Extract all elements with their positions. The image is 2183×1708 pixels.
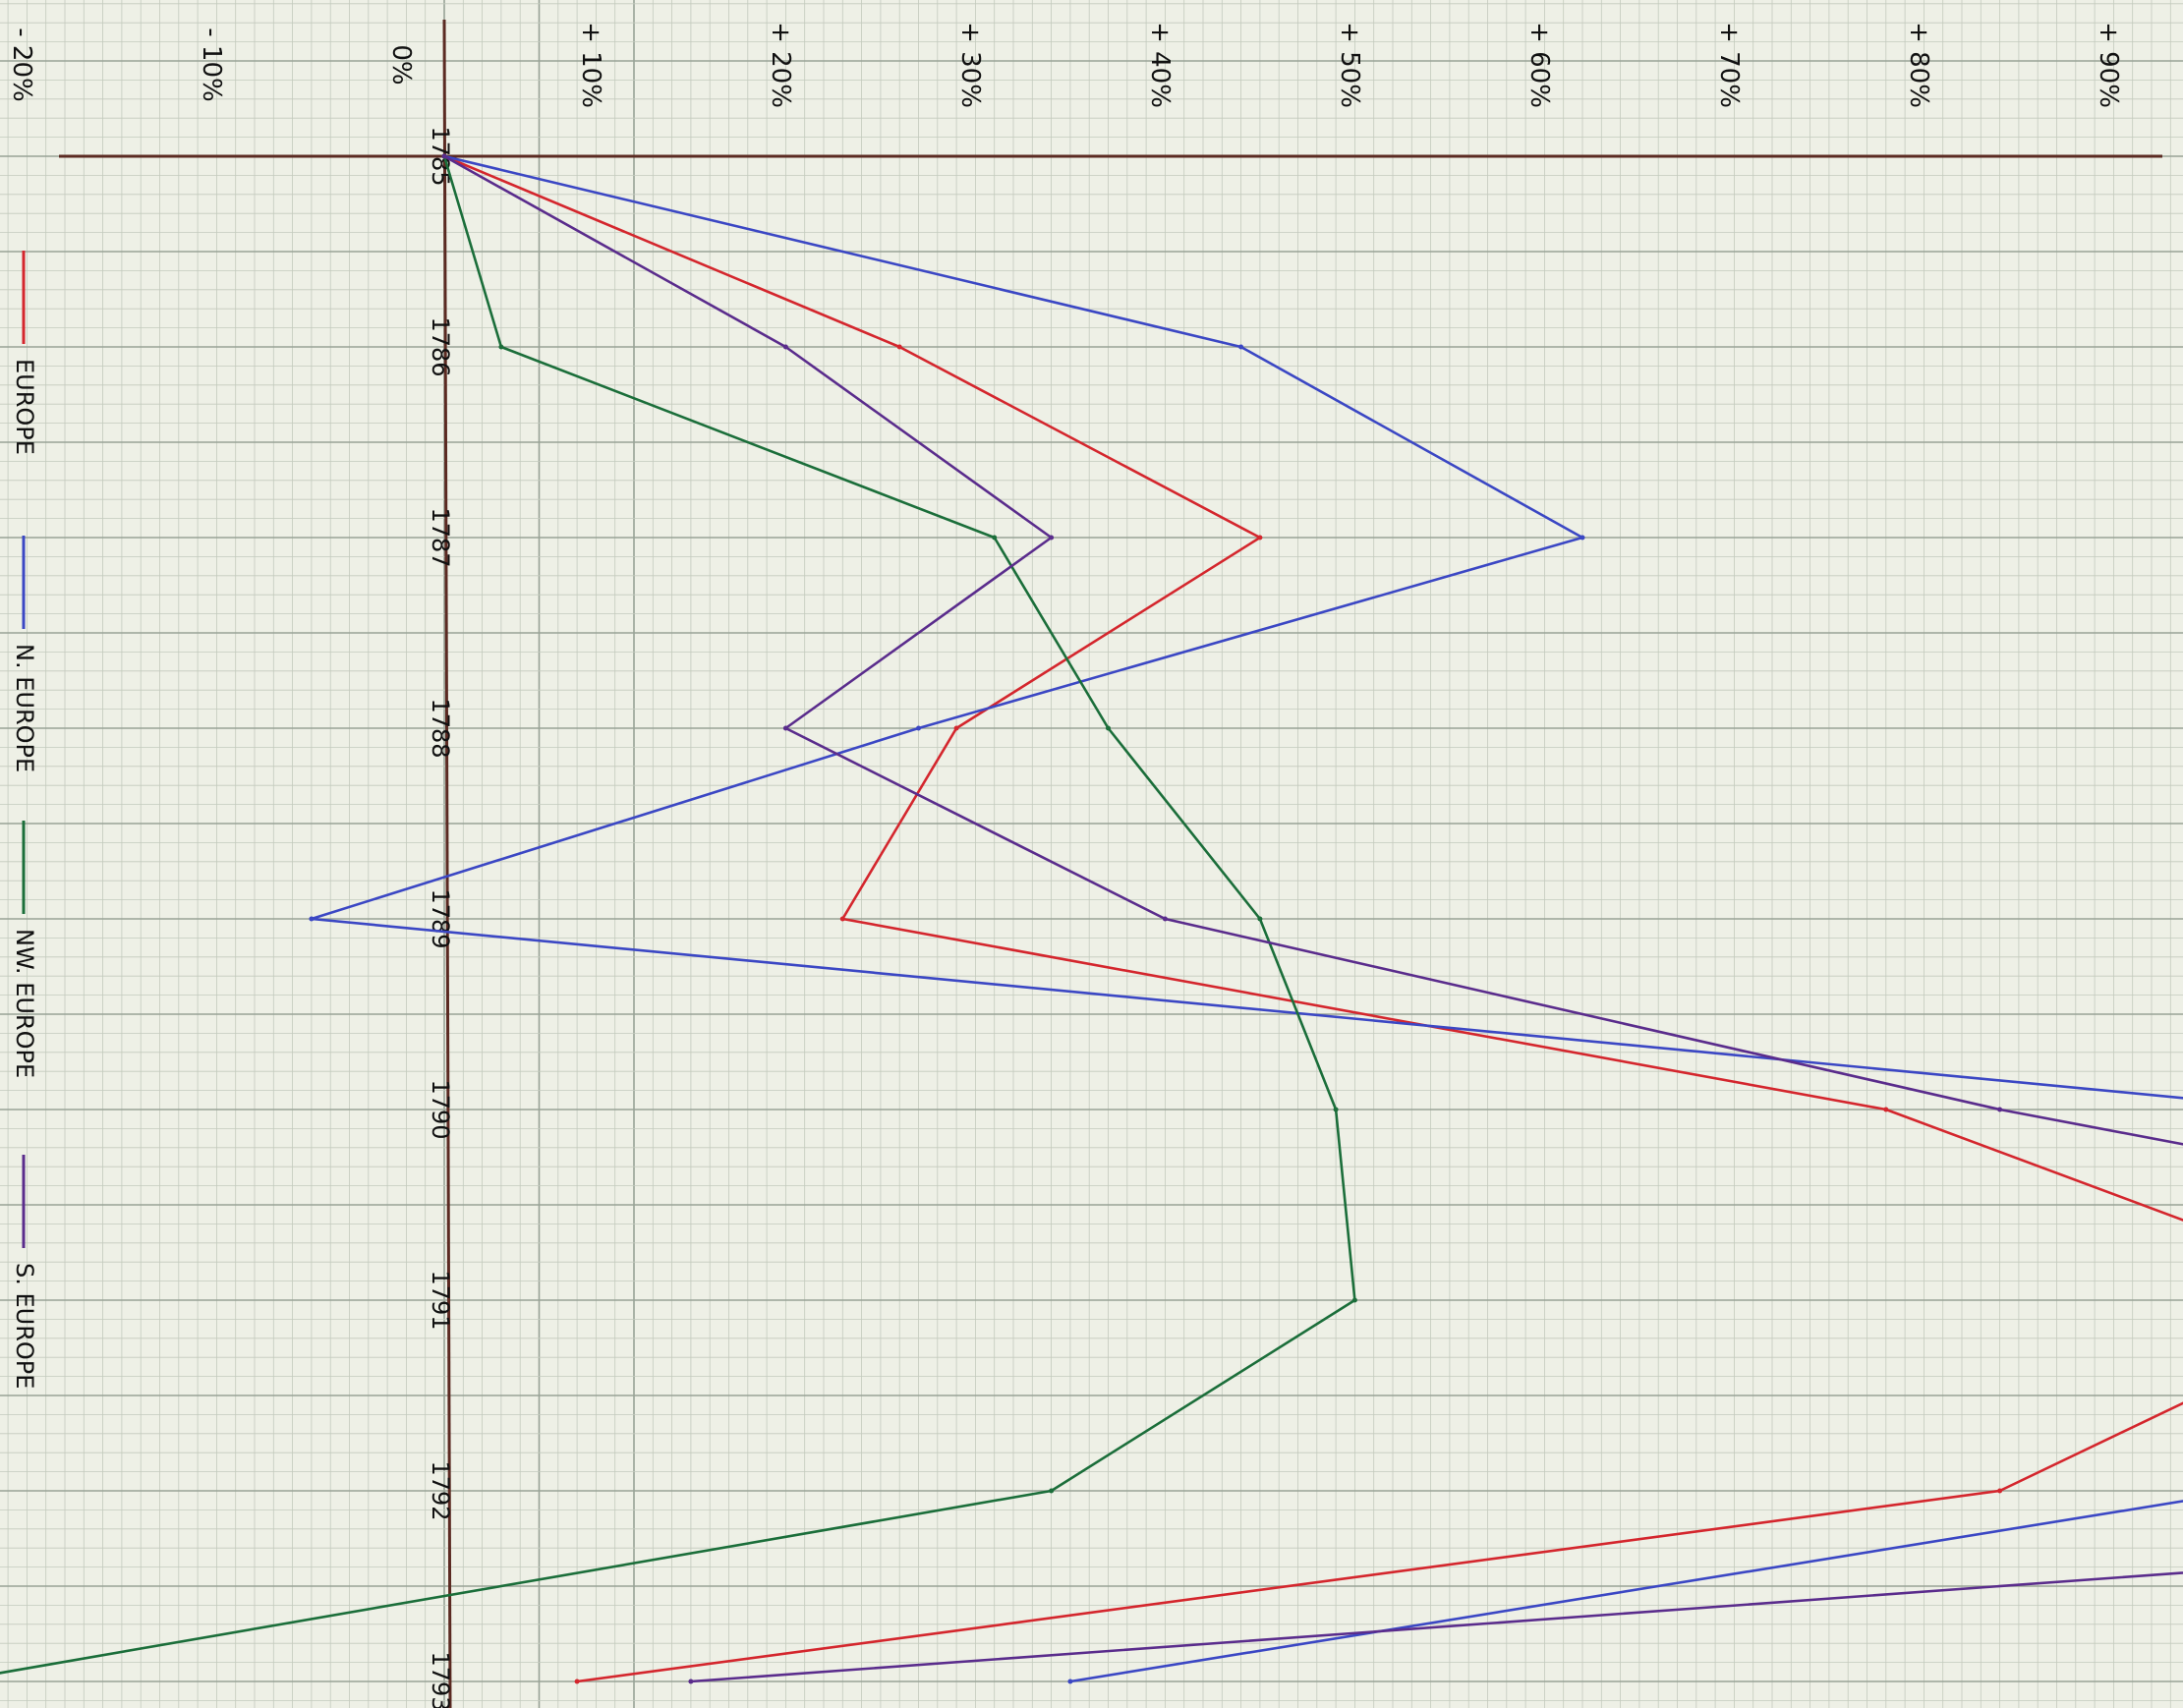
data-point bbox=[1997, 1107, 2003, 1112]
data-point bbox=[1257, 916, 1263, 922]
year-axis bbox=[442, 19, 452, 1708]
data-point bbox=[992, 535, 998, 541]
value-tick-label: 0% bbox=[386, 44, 416, 85]
data-point bbox=[1067, 1679, 1073, 1684]
data-point bbox=[441, 153, 447, 159]
value-tick-label: + 50% bbox=[1335, 22, 1364, 108]
data-point bbox=[839, 916, 845, 922]
tick-labels: - 40%- 30%- 20%- 10%0%+ 10%+ 20%+ 30%+ 4… bbox=[7, 22, 2123, 1708]
series-lines bbox=[0, 153, 2183, 1684]
value-tick-label: + 20% bbox=[766, 22, 795, 108]
data-point bbox=[1351, 1297, 1357, 1303]
value-tick-label: + 60% bbox=[1524, 22, 1554, 108]
data-point bbox=[309, 916, 315, 922]
year-tick-label: 1791 bbox=[427, 1270, 454, 1330]
value-tick-label: + 90% bbox=[2094, 22, 2123, 108]
value-tick-label: + 70% bbox=[1714, 22, 1744, 108]
value-tick-label: + 10% bbox=[576, 22, 605, 108]
year-tick-label: 1789 bbox=[427, 888, 454, 948]
year-tick-label: 1788 bbox=[427, 698, 454, 758]
legend-label: N. EUROPE bbox=[11, 644, 38, 772]
data-point bbox=[1106, 725, 1111, 731]
data-point bbox=[574, 1679, 580, 1684]
value-tick-label: + 40% bbox=[1145, 22, 1175, 108]
legend-label: EUROPE bbox=[11, 359, 38, 455]
data-point bbox=[1883, 1107, 1889, 1112]
year-tick-label: 1786 bbox=[427, 316, 454, 376]
data-point bbox=[782, 344, 788, 350]
data-point bbox=[1997, 1488, 2003, 1494]
legend: EUROPE N. EUROPE NW. EUROPE S. EUROPE bbox=[11, 251, 38, 1389]
year-tick-label: 1792 bbox=[427, 1460, 454, 1520]
data-point bbox=[1257, 535, 1263, 541]
value-tick-label: - 20% bbox=[7, 28, 36, 101]
year-tick-label: 1790 bbox=[427, 1079, 454, 1139]
data-point bbox=[498, 344, 504, 350]
value-tick-label: + 30% bbox=[955, 22, 985, 108]
data-point bbox=[688, 1679, 694, 1684]
data-point bbox=[782, 725, 788, 731]
legend-label: NW. EUROPE bbox=[11, 929, 38, 1078]
data-point bbox=[953, 725, 959, 731]
year-tick-label: 1787 bbox=[427, 507, 454, 567]
data-point bbox=[1049, 1488, 1055, 1494]
data-point bbox=[916, 725, 921, 731]
data-point bbox=[1238, 344, 1244, 350]
value-tick-label: - 10% bbox=[197, 28, 226, 101]
data-point bbox=[1580, 535, 1585, 541]
value-tick-label: + 80% bbox=[1904, 22, 1933, 108]
year-tick-label: 1793 bbox=[427, 1651, 454, 1708]
data-point bbox=[896, 344, 902, 350]
data-point bbox=[1162, 916, 1168, 922]
legend-label: S. EUROPE bbox=[11, 1263, 38, 1389]
data-point bbox=[1049, 535, 1055, 541]
axes bbox=[59, 19, 2162, 1708]
data-point bbox=[1333, 1107, 1339, 1112]
